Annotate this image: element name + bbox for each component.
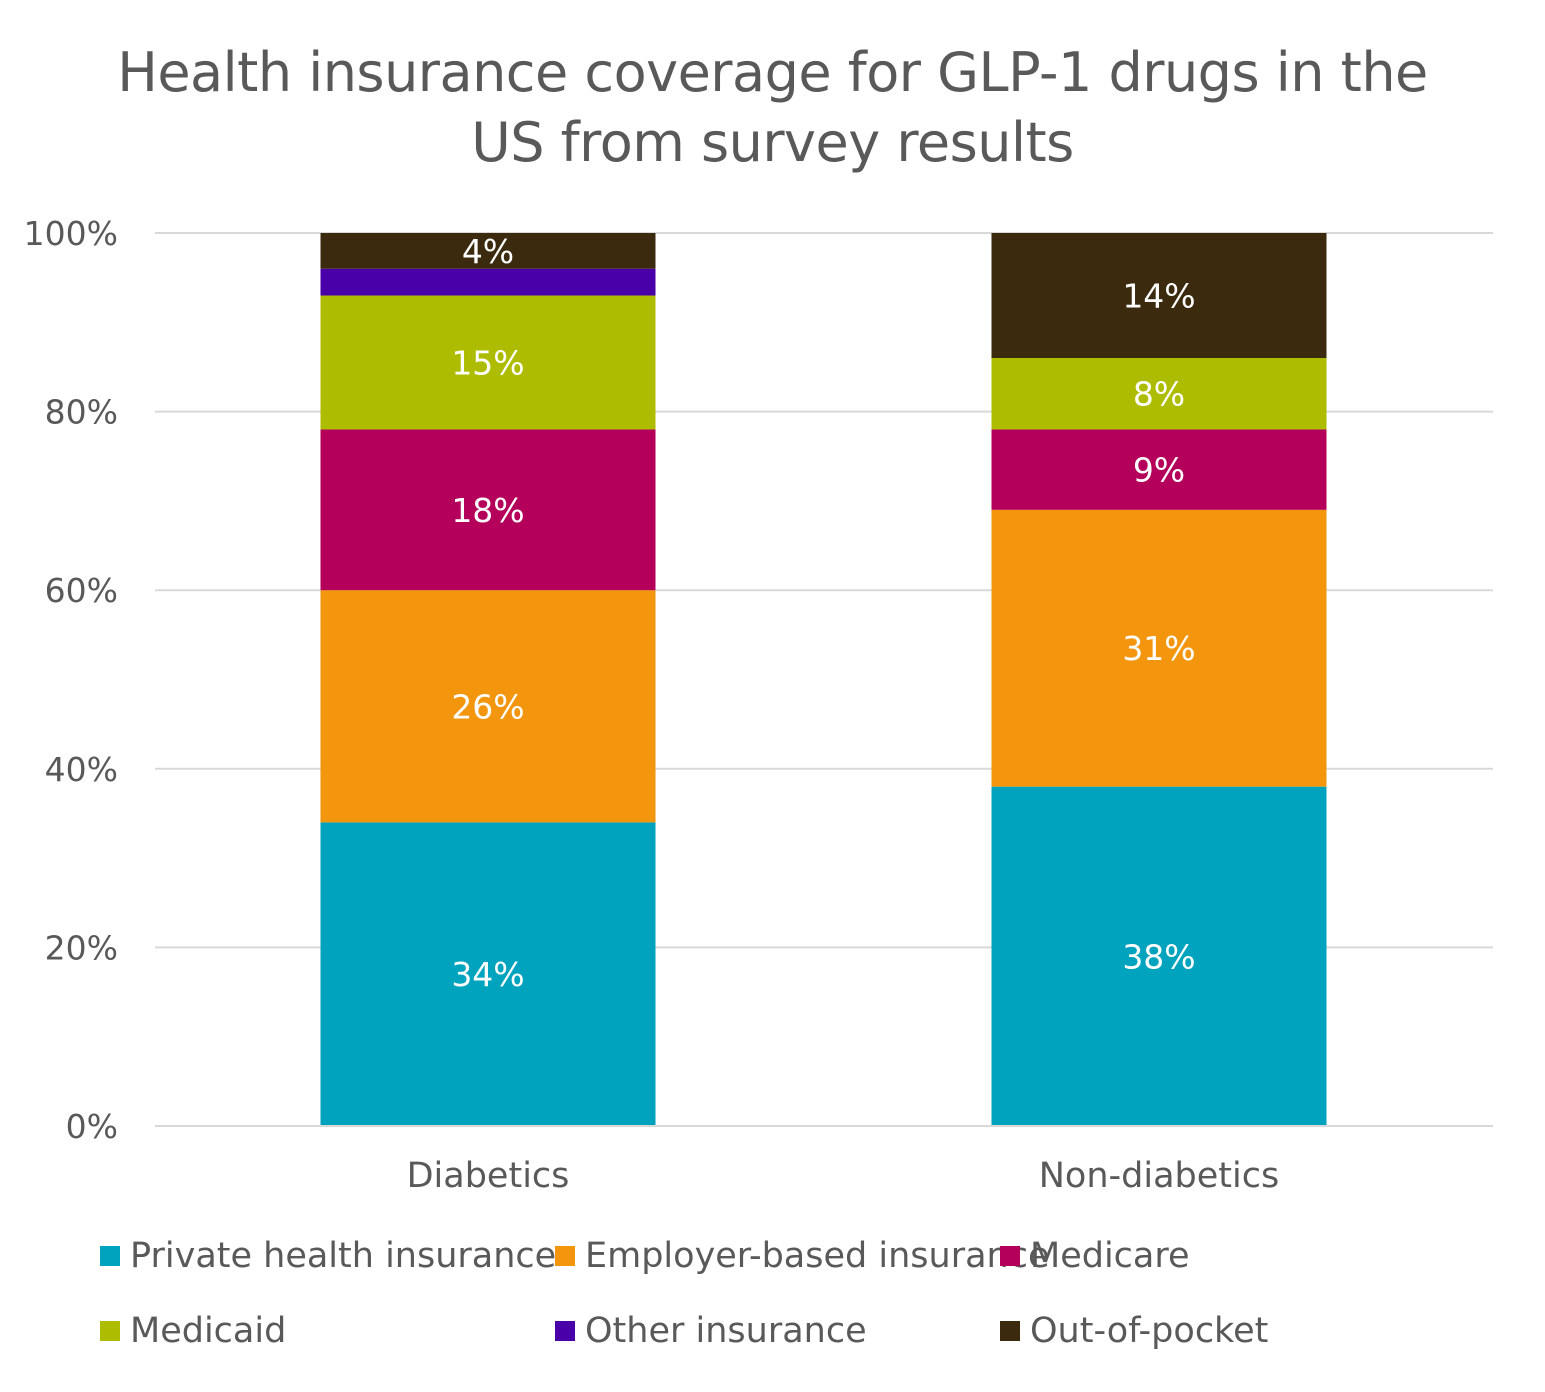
legend-swatch: [100, 1321, 120, 1341]
data-label: 9%: [1133, 451, 1185, 490]
legend-item: Medicaid: [100, 1311, 286, 1351]
chart-title: Health insurance coverage for GLP-1 drug…: [0, 38, 1545, 178]
chart-title-line-1: Health insurance coverage for GLP-1 drug…: [117, 41, 1428, 104]
legend-item: Medicare: [1000, 1236, 1190, 1276]
data-label: 14%: [1122, 277, 1195, 316]
legend-label: Out-of-pocket: [1030, 1311, 1269, 1351]
data-label: 8%: [1133, 375, 1185, 414]
legend-item: Employer-based insurance: [555, 1236, 1050, 1276]
bar-segment-medicare: [320, 429, 656, 591]
bar-segment-other-insurance: [320, 268, 656, 296]
legend-swatch: [555, 1321, 575, 1341]
bar-segment-out-of-pocket: [991, 233, 1327, 359]
y-tick-label: 100%: [24, 214, 118, 253]
bar-segment-medicare: [991, 429, 1327, 510]
bar-segment-medicaid: [991, 358, 1327, 430]
data-label: 34%: [451, 955, 524, 994]
bar-segment-private-health-insurance: [991, 786, 1327, 1126]
x-category-label: Non-diabetics: [1039, 1156, 1279, 1196]
x-category-label: Diabetics: [407, 1156, 570, 1196]
legend-swatch: [1000, 1246, 1020, 1266]
legend-label: Other insurance: [585, 1311, 867, 1351]
bar-segment-medicaid: [320, 295, 656, 430]
legend-item: Private health insurance: [100, 1236, 556, 1276]
legend-label: Medicare: [1030, 1236, 1190, 1276]
legend-swatch: [1000, 1321, 1020, 1341]
legend-swatch: [100, 1246, 120, 1266]
y-tick-label: 80%: [45, 393, 118, 432]
y-tick-label: 40%: [45, 750, 118, 789]
data-label: 15%: [451, 343, 524, 382]
bar-segment-private-health-insurance: [320, 822, 656, 1126]
legend-label: Medicaid: [130, 1311, 287, 1351]
legend-label: Employer-based insurance: [585, 1236, 1050, 1276]
bar-segment-out-of-pocket: [320, 233, 656, 269]
data-label: 18%: [451, 491, 524, 530]
legend-item: Out-of-pocket: [1000, 1311, 1268, 1351]
data-label: 38%: [1122, 937, 1195, 976]
bar-segment-employer-based-insurance: [320, 590, 656, 823]
data-label: 31%: [1122, 629, 1195, 668]
chart-title-line-2: US from survey results: [471, 111, 1074, 174]
legend-label: Private health insurance: [130, 1236, 557, 1276]
legend-item: Other insurance: [555, 1311, 867, 1351]
data-label: 26%: [451, 687, 524, 726]
bar-segment-employer-based-insurance: [991, 509, 1327, 787]
y-tick-label: 60%: [45, 571, 118, 610]
data-label: 4%: [462, 232, 514, 271]
legend-swatch: [555, 1246, 575, 1266]
y-tick-label: 0%: [66, 1107, 118, 1146]
y-tick-label: 20%: [45, 928, 118, 967]
